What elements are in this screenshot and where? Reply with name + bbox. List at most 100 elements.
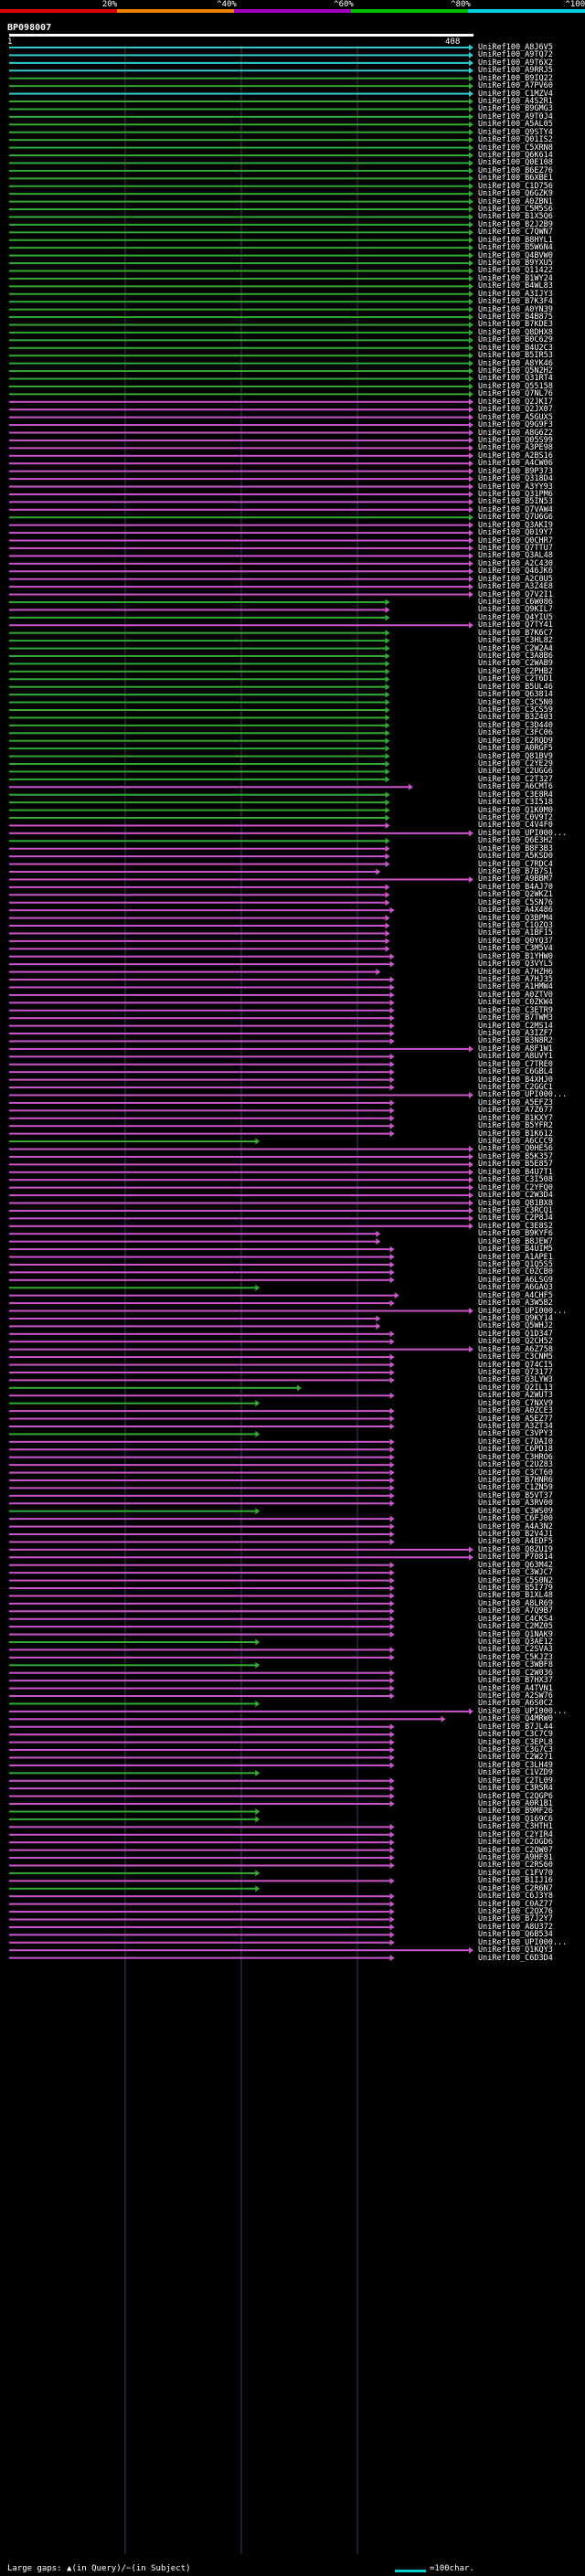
hit-label[interactable]: UniRef100_A6S0C2 xyxy=(478,1699,553,1709)
hit-label[interactable]: UniRef100_B8HYL1 xyxy=(478,235,553,245)
hit-bar[interactable] xyxy=(9,216,470,218)
hit-bar[interactable] xyxy=(9,1202,470,1204)
hit-bar[interactable] xyxy=(9,285,470,288)
hit-bar[interactable] xyxy=(9,739,387,742)
hit-label[interactable]: UniRef100_C2MS14 xyxy=(478,1021,553,1031)
hit-label[interactable]: UniRef100_Q3AL48 xyxy=(478,551,553,561)
hit-label[interactable]: UniRef100_Q1NAK9 xyxy=(478,1629,553,1639)
hit-label[interactable]: UniRef100_B3N8R2 xyxy=(478,1036,553,1046)
hit-label[interactable]: UniRef100_C2OGD6 xyxy=(478,1838,553,1848)
hit-label[interactable]: UniRef100_B6EZ76 xyxy=(478,165,553,175)
hit-label[interactable]: UniRef100_B5W6N4 xyxy=(478,243,553,253)
hit-label[interactable]: UniRef100_C3CNM5 xyxy=(478,1352,553,1362)
hit-label[interactable]: UniRef100_Q81BX8 xyxy=(478,1198,553,1208)
hit-bar[interactable] xyxy=(9,640,387,642)
hit-label[interactable]: UniRef100_C3I508 xyxy=(478,1175,553,1185)
hit-label[interactable]: UniRef100_C2QX76 xyxy=(478,1907,553,1917)
hit-label[interactable]: UniRef100_C4CKS4 xyxy=(478,1614,553,1624)
hit-bar[interactable] xyxy=(9,1718,442,1721)
hit-label[interactable]: UniRef100_B7K3F4 xyxy=(478,297,553,307)
hit-label[interactable]: UniRef100_A8F1W1 xyxy=(478,1044,553,1054)
hit-bar[interactable] xyxy=(9,177,470,180)
hit-bar[interactable] xyxy=(9,1332,391,1335)
hit-label[interactable]: UniRef100_C4V4F0 xyxy=(478,821,553,831)
hit-bar[interactable] xyxy=(9,708,387,711)
hit-bar[interactable] xyxy=(9,871,378,874)
hit-label[interactable]: UniRef100_C2W3D4 xyxy=(478,1191,553,1201)
hit-label[interactable]: UniRef100_Q7NL76 xyxy=(478,389,553,399)
hit-label[interactable]: UniRef100_C5XRN8 xyxy=(478,143,553,153)
hit-bar[interactable] xyxy=(9,993,391,996)
hit-bar[interactable] xyxy=(9,663,387,665)
hit-label[interactable]: UniRef100_B1XL48 xyxy=(478,1591,553,1601)
hit-bar[interactable] xyxy=(9,616,387,619)
hit-label[interactable]: UniRef100_B4AJ70 xyxy=(478,882,553,892)
hit-bar[interactable] xyxy=(9,1309,470,1312)
hit-bar[interactable] xyxy=(9,1033,391,1035)
hit-bar[interactable] xyxy=(9,169,470,172)
hit-label[interactable]: UniRef100_B5UL46 xyxy=(478,682,553,692)
hit-bar[interactable] xyxy=(9,262,470,265)
hit-label[interactable]: UniRef100_Q1Q5S5 xyxy=(478,1259,553,1269)
hit-label[interactable]: UniRef100_B1X5Q6 xyxy=(478,212,553,222)
hit-label[interactable]: UniRef100_C2WAB9 xyxy=(478,659,553,669)
hit-bar[interactable] xyxy=(9,1671,391,1674)
hit-label[interactable]: UniRef100_C3HL82 xyxy=(478,636,553,646)
hit-label[interactable]: UniRef100_P70814 xyxy=(478,1553,553,1563)
hit-bar[interactable] xyxy=(9,732,387,735)
hit-bar[interactable] xyxy=(9,917,387,919)
hit-bar[interactable] xyxy=(9,1857,391,1860)
hit-bar[interactable] xyxy=(9,1833,391,1836)
hit-bar[interactable] xyxy=(9,146,470,149)
hit-label[interactable]: UniRef100_C6D3D4 xyxy=(478,1953,553,1963)
hit-label[interactable]: UniRef100_C2RQD9 xyxy=(478,736,553,746)
hit-bar[interactable] xyxy=(9,385,470,387)
hit-bar[interactable] xyxy=(9,1656,391,1659)
hit-label[interactable]: UniRef100_C3RCQ1 xyxy=(478,1205,553,1215)
hit-label[interactable]: UniRef100_Q2JX07 xyxy=(478,405,553,415)
hit-bar[interactable] xyxy=(9,762,387,765)
hit-bar[interactable] xyxy=(9,979,391,981)
hit-bar[interactable] xyxy=(9,1810,257,1813)
hit-bar[interactable] xyxy=(9,462,470,465)
hit-bar[interactable] xyxy=(9,593,470,596)
hit-label[interactable]: UniRef100_A4CW06 xyxy=(478,459,553,469)
hit-bar[interactable] xyxy=(9,1725,391,1728)
hit-label[interactable]: UniRef100_Q5N2H2 xyxy=(478,366,553,376)
hit-label[interactable]: UniRef100_Q0CHR7 xyxy=(478,535,553,546)
hit-bar[interactable] xyxy=(9,532,470,535)
hit-label[interactable]: UniRef100_B4U7T1 xyxy=(478,1167,553,1177)
hit-label[interactable]: UniRef100_A0RGF5 xyxy=(478,744,553,754)
hit-label[interactable]: UniRef100_C3A8B6 xyxy=(478,651,553,661)
hit-label[interactable]: UniRef100_Q1K0M0 xyxy=(478,805,553,815)
hit-bar[interactable] xyxy=(9,231,470,234)
hit-label[interactable]: UniRef100_A9T0J4 xyxy=(478,111,553,122)
hit-bar[interactable] xyxy=(9,539,470,542)
hit-bar[interactable] xyxy=(9,609,387,611)
hit-bar[interactable] xyxy=(9,1256,391,1258)
hit-bar[interactable] xyxy=(9,586,470,588)
hit-label[interactable]: UniRef100_C2TL09 xyxy=(478,1776,553,1786)
hit-label[interactable]: UniRef100_UPI000... xyxy=(478,828,568,838)
hit-bar[interactable] xyxy=(9,1756,391,1759)
hit-label[interactable]: UniRef100_A3IZF7 xyxy=(478,1029,553,1039)
hit-label[interactable]: UniRef100_A2WUT3 xyxy=(478,1391,553,1401)
hit-bar[interactable] xyxy=(9,92,470,95)
hit-bar[interactable] xyxy=(9,1795,391,1797)
hit-bar[interactable] xyxy=(9,925,387,928)
hit-label[interactable]: UniRef100_B7KDE3 xyxy=(478,320,553,330)
hit-label[interactable]: UniRef100_A0YN39 xyxy=(478,304,553,314)
hit-bar[interactable] xyxy=(9,1287,257,1289)
hit-label[interactable]: UniRef100_A3ZT34 xyxy=(478,1421,553,1431)
hit-bar[interactable] xyxy=(9,1941,391,1944)
hit-bar[interactable] xyxy=(9,624,470,627)
hit-label[interactable]: UniRef100_Q169C6 xyxy=(478,1814,553,1824)
hit-label[interactable]: UniRef100_B5E857 xyxy=(478,1160,553,1170)
hit-bar[interactable] xyxy=(9,1386,299,1389)
hit-label[interactable]: UniRef100_C3ETR9 xyxy=(478,1005,553,1015)
hit-bar[interactable] xyxy=(9,1379,391,1382)
hit-label[interactable]: UniRef100_A6Z758 xyxy=(478,1344,553,1354)
hit-bar[interactable] xyxy=(9,1171,470,1173)
hit-bar[interactable] xyxy=(9,817,387,819)
hit-bar[interactable] xyxy=(9,1278,391,1281)
